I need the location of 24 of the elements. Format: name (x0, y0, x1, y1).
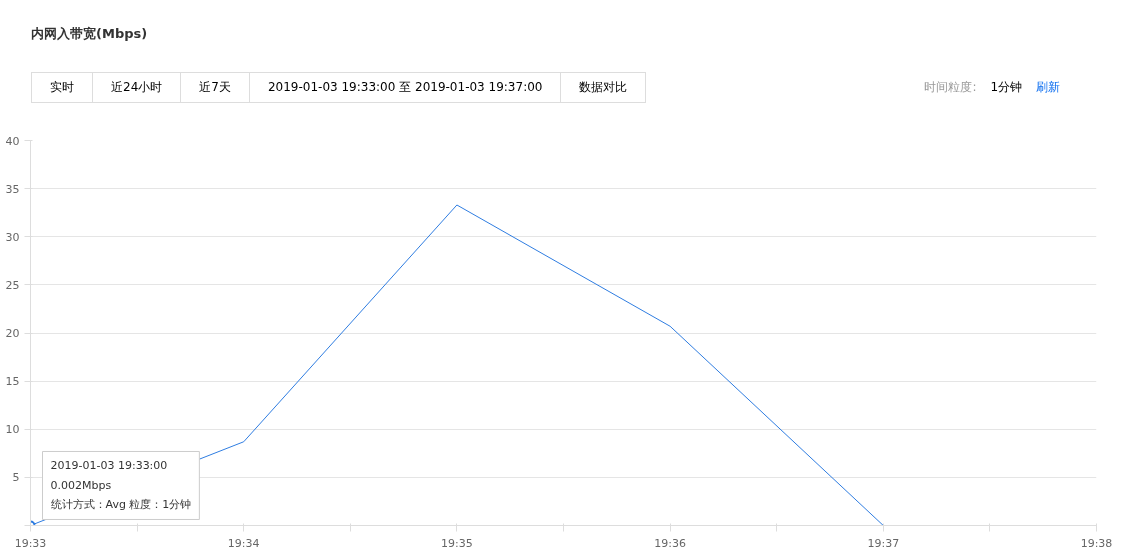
text: 1分钟 (990, 78, 1023, 96)
y-tick-label: 5 (12, 471, 20, 485)
text: 2019-01-03 19:33:00 至 2019-01-03 19:37:00 (248, 71, 562, 103)
y-tick-label: 15 (5, 375, 20, 389)
y-tick-label: 40 (5, 134, 20, 148)
x-tick-label: 19:34 (227, 536, 260, 550)
x-tick-label: 19:36 (654, 536, 686, 550)
y-tick-label: 30 (5, 230, 20, 244)
text: 数据对比 (560, 71, 647, 103)
x-tick-label: 19:33 (14, 536, 47, 550)
text: 近24小时 (92, 71, 182, 103)
chart-title: 内网入带宽(Mbps) (31, 25, 149, 43)
y-tick-label: 25 (5, 278, 20, 292)
y-tick-label: 35 (5, 182, 20, 196)
x-tick-label: 19:37 (867, 536, 900, 550)
x-tick-label: 19:38 (1080, 536, 1113, 550)
text: 实时 (31, 71, 93, 103)
x-tick-label: 19:35 (441, 536, 473, 550)
y-tick-label: 10 (5, 423, 20, 437)
annotation: 2019-01-03 19:33:00 0.002Mbps 统计方式：Avg 粒度：1分钟 (50, 459, 192, 512)
text: 刷新 (1036, 78, 1061, 96)
text: 近7天 (180, 71, 250, 103)
text: 时间粒度: (924, 78, 977, 96)
y-tick-label: 20 (5, 327, 20, 340)
